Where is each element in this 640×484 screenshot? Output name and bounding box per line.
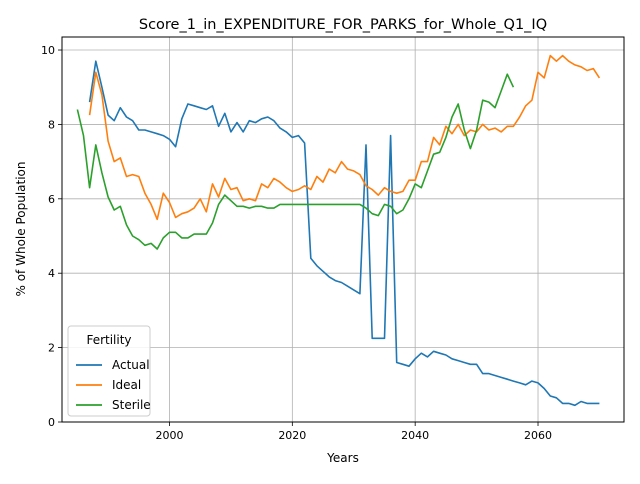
legend-box — [67, 325, 151, 417]
legend: Fertility Actual Ideal Sterile — [67, 325, 151, 417]
series-line-ideal — [88, 54, 601, 221]
y-tick-label: 0 — [48, 416, 55, 429]
x-axis-label: Years — [326, 451, 359, 465]
y-tick-label: 8 — [48, 118, 55, 131]
y-tick-label: 6 — [48, 193, 55, 206]
ticks: 2000 2020 2040 2060 0 2 4 6 8 10 — [41, 44, 552, 442]
y-tick-label: 4 — [48, 267, 55, 280]
legend-label-ideal: Ideal — [112, 378, 141, 392]
y-tick-label: 2 — [48, 342, 55, 355]
grid — [62, 37, 624, 423]
x-tick-label: 2040 — [401, 429, 429, 442]
x-tick-label: 2060 — [524, 429, 552, 442]
series-line-sterile — [76, 73, 515, 250]
series-line-actual — [88, 60, 600, 407]
axes-frame — [61, 36, 625, 423]
y-tick-label: 10 — [41, 44, 55, 57]
legend-label-sterile: Sterile — [112, 398, 151, 412]
legend-label-actual: Actual — [112, 358, 150, 372]
x-tick-label: 2020 — [278, 429, 306, 442]
chart-title: Score_1_in_EXPENDITURE_FOR_PARKS_for_Who… — [139, 17, 547, 33]
legend-title: Fertility — [86, 333, 131, 347]
y-axis-label: % of Whole Population — [14, 162, 28, 297]
series-lines — [76, 54, 601, 407]
x-tick-label: 2000 — [155, 429, 183, 442]
